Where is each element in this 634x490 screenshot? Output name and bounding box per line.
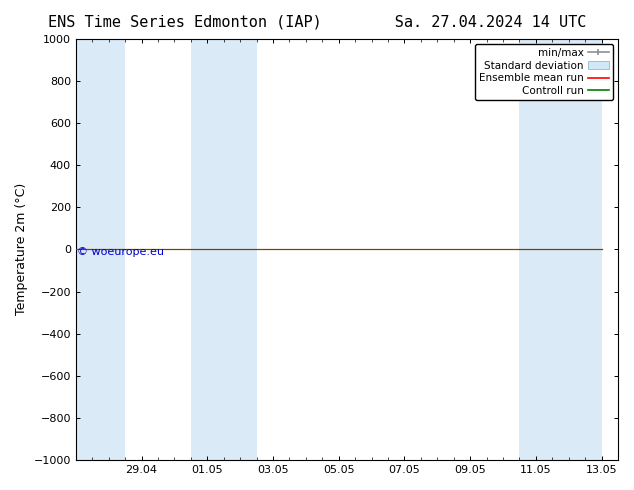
- Text: © woeurope.eu: © woeurope.eu: [77, 247, 164, 257]
- Bar: [519, 39, 602, 460]
- Bar: [76, 39, 125, 460]
- Legend: min/max, Standard deviation, Ensemble mean run, Controll run: min/max, Standard deviation, Ensemble me…: [475, 44, 613, 100]
- Bar: [191, 39, 257, 460]
- Y-axis label: Temperature 2m (°C): Temperature 2m (°C): [15, 183, 28, 316]
- Text: ENS Time Series Edmonton (IAP)        Sa. 27.04.2024 14 UTC: ENS Time Series Edmonton (IAP) Sa. 27.04…: [48, 15, 586, 30]
